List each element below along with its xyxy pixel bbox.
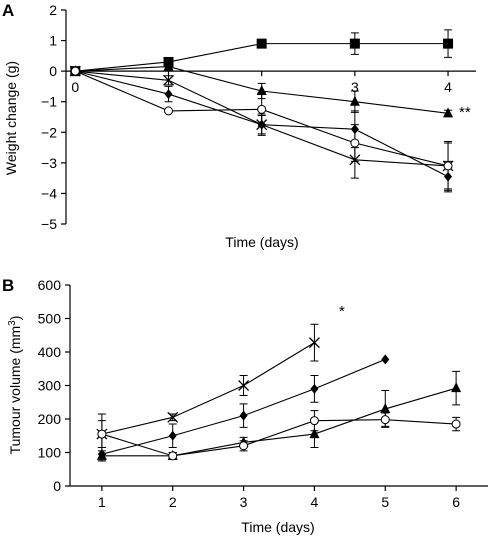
panel-b-series-x-point [167,411,179,423]
panel-b-axes: 0 100 200 300 400 500 600 1 2 3 4 5 6 [38,277,488,510]
panel-a-significance-annotation: ** [459,104,471,121]
panel-b-series-circle-point [168,451,178,461]
panel-b-series-triangle [96,370,462,462]
panel-a-axes: 2 1 0 −1 −2 −3 −4 −5 0 3 4 [41,2,476,232]
panel-a-y-tick-label: −4 [41,185,57,201]
panel-b-y-tick-label: 300 [38,378,62,394]
panel-b-y-axis-title-superscript: 3 [7,320,18,326]
panel-a-series-square-point [256,38,267,49]
panel-a-series-triangle-point [443,107,454,118]
panel-b-significance-annotation: * [339,303,345,320]
panel-a-y-tick-label: 1 [49,33,57,49]
panel-a-x-tick-label: 0 [71,79,79,95]
panel-a-series-square [70,29,454,77]
panel-b-series-triangle-point [309,428,320,439]
panel-a-weight-change-chart: A 2 1 0 −1 −2 −3 −4 −5 0 3 4 ** Time (days) Weight… [2,1,476,250]
panel-b-series-diamond-point [239,410,248,421]
panel-b-series-x-line [101,342,315,435]
panel-a-series-triangle-point [163,60,174,71]
panel-b-x-tick-label: 6 [452,494,460,510]
panel-b-tumour-volume-chart: B 0 100 200 300 400 500 600 1 2 3 4 5 6 * Time (days… [2,276,488,535]
panel-a-series-circle-point [70,66,80,76]
panel-b-x-tick-label: 2 [169,494,177,510]
panel-b-series-triangle-line [101,387,457,457]
panel-a-series-square-point [443,38,454,49]
panel-b-series [96,323,462,462]
panel-a-y-tick-label: −3 [41,155,57,171]
panel-a-x-tick-label: 3 [351,79,359,95]
panel-a-series-circle-point [350,138,360,148]
panel-a-series-x-point [163,74,174,86]
panel-a-series [69,29,454,193]
panel-b-y-tick-label: 0 [53,478,61,494]
panel-b-series-diamond-point [381,354,390,365]
panel-b-y-tick-label: 400 [38,344,62,360]
panel-b-series-diamond [97,354,390,462]
panel-a-series-triangle-point [349,95,360,106]
panel-a-x-tick-label: 4 [444,79,452,95]
panel-b-series-circle-line [101,419,457,457]
panel-b-series-circle-point [239,441,249,451]
panel-b-x-tick-label: 5 [381,494,389,510]
panel-a-y-tick-label: −5 [41,216,57,232]
panel-b-y-axis-title-main: Tumour volume (mm [7,326,23,455]
panel-b-y-tick-label: 600 [38,277,62,293]
panel-b-series-circle-point [97,429,107,439]
panel-b-series-triangle-point [96,449,107,460]
panel-b-series-circle [97,410,461,461]
panel-b-series-triangle-point [380,402,391,413]
panel-b-series-circle-point [380,415,390,425]
panel-b-series-diamond-point [168,430,177,441]
panel-b-y-tick-label: 100 [38,445,62,461]
panel-a-series-circle-point [164,106,173,116]
panel-b-series-circle-point [309,416,319,426]
panel-b-series-x [96,323,320,455]
panel-b-series-x-point [308,337,320,349]
panel-b-series-circle-point [451,419,461,429]
panel-b-x-tick-label: 4 [311,494,319,510]
panel-a-series-circle-point [257,104,267,114]
panel-b-series-triangle-point [451,382,462,393]
panel-b-y-tick-label: 500 [38,311,62,327]
panel-b-label: B [2,276,14,295]
panel-b-series-diamond-point [310,383,319,394]
panel-b-series-x-point [238,380,250,391]
panel-b-x-tick-label: 1 [98,494,106,510]
panel-b-y-axis-title: Tumour volume (mm3) [7,316,23,455]
panel-a-series-circle-point [443,161,453,171]
panel-a-y-tick-label: −2 [41,124,57,140]
panel-a-y-axis-title: Weight change (g) [3,61,19,175]
panel-b-y-axis-title-close: ) [7,316,23,321]
panel-a-label: A [2,1,14,20]
panel-b-x-axis-title: Time (days) [241,519,314,535]
panel-a-y-tick-label: −1 [41,94,57,110]
panel-a-series-diamond-point [164,89,173,100]
panel-a-y-tick-label: 2 [49,2,57,18]
panel-a-series-square-point [349,38,360,49]
panel-a-series-circle [70,66,453,190]
panel-b-x-tick-label: 3 [240,494,248,510]
panel-b-y-tick-label: 200 [38,411,62,427]
panel-a-x-axis-title: Time (days) [225,234,298,250]
panel-a-y-tick-label: 0 [49,63,57,79]
